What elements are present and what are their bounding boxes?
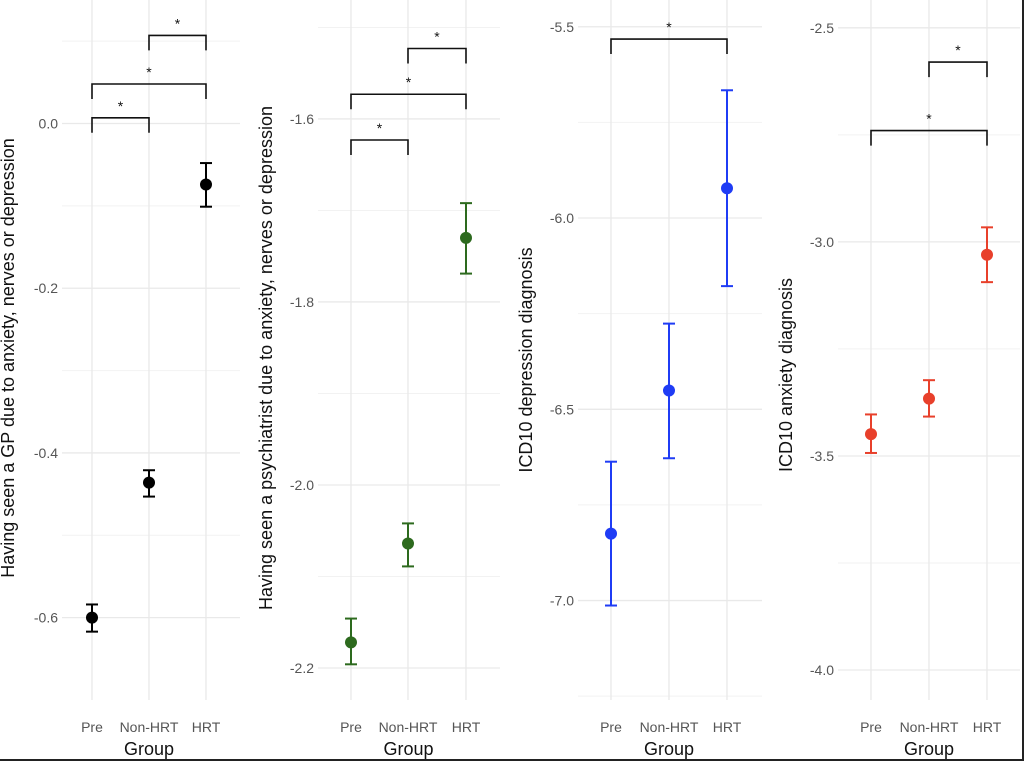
y-axis-title: ICD10 anxiety diagnosis [776, 278, 796, 472]
y-tick-label: -2.5 [810, 20, 834, 36]
y-tick-label: -6.0 [550, 210, 574, 226]
y-axis-title: Having seen a GP due to anxiety, nerves … [0, 138, 18, 578]
x-tick-label: HRT [452, 719, 481, 735]
significance-star: * [377, 120, 383, 136]
frame-bottom-border [0, 759, 1024, 761]
significance-bracket [610, 38, 728, 55]
significance-star: * [406, 74, 412, 90]
significance-bracket [350, 139, 409, 155]
x-tick-label: HRT [973, 719, 1002, 735]
y-tick-label: -4.0 [810, 662, 834, 678]
data-point-non-hrt [663, 384, 675, 397]
y-tick-label: -1.6 [290, 111, 314, 127]
y-tick-label: -2.0 [290, 477, 314, 493]
data-point-hrt [981, 248, 993, 261]
y-tick-label: -0.2 [34, 280, 58, 296]
y-tick-label: -6.5 [550, 401, 574, 417]
significance-star: * [955, 42, 961, 58]
data-point-hrt [200, 178, 212, 191]
y-tick-label: 0.0 [39, 116, 59, 132]
y-tick-label: -3.5 [810, 448, 834, 464]
panel-2: -1.6 -1.8 -2.0 -2.2 Pre Non-HRT HRT Group Having… [256, 0, 500, 759]
data-point-pre [865, 428, 877, 441]
y-axis-title: Having seen a psychiatrist due to anxiet… [256, 106, 276, 610]
data-point-pre [605, 527, 617, 540]
y-tick-label: -0.4 [34, 445, 58, 461]
significance-bracket [928, 61, 988, 78]
y-tick-label: -0.6 [34, 610, 58, 626]
panel-3: -5.5 -6.0 -6.5 -7.0 Pre Non-HRT HRT Group ICD10 … [516, 0, 762, 759]
panel-4: -2.5 -3.0 -3.5 -4.0 Pre Non-HRT HRT Group ICD10 … [776, 0, 1020, 759]
significance-star: * [118, 98, 124, 114]
x-tick-label: HRT [192, 719, 221, 735]
data-point-non-hrt [143, 476, 155, 489]
x-tick-label: Non-HRT [640, 719, 699, 735]
x-tick-label: Pre [81, 719, 103, 735]
data-point-pre [86, 611, 98, 624]
frame-right-border [1022, 0, 1024, 761]
x-axis-title: Group [644, 739, 694, 759]
x-axis-title: Group [904, 739, 954, 759]
significance-star: * [666, 19, 672, 35]
x-tick-label: Non-HRT [900, 719, 959, 735]
y-tick-label: -1.8 [290, 294, 314, 310]
significance-star: * [175, 15, 181, 31]
data-point-hrt [460, 231, 472, 244]
data-point-non-hrt [402, 537, 414, 550]
x-tick-label: HRT [713, 719, 742, 735]
y-tick-label: -7.0 [550, 593, 574, 609]
x-tick-label: Non-HRT [120, 719, 179, 735]
x-tick-label: Non-HRT [379, 719, 438, 735]
data-point-hrt [721, 182, 733, 195]
data-point-non-hrt [923, 392, 935, 405]
significance-bracket [350, 93, 467, 110]
x-tick-label: Pre [860, 719, 882, 735]
y-tick-label: -3.0 [810, 234, 834, 250]
x-axis-title: Group [124, 739, 174, 759]
significance-star: * [434, 28, 440, 44]
significance-bracket [91, 83, 207, 99]
y-tick-label: -2.2 [290, 660, 314, 676]
significance-bracket [91, 116, 150, 133]
significance-bracket [870, 129, 988, 146]
x-tick-label: Pre [600, 719, 622, 735]
significance-star: * [146, 64, 152, 80]
significance-bracket [407, 47, 467, 64]
data-point-pre [345, 636, 357, 649]
x-axis-title: Group [383, 739, 433, 759]
panel-1: 0.0 -0.2 -0.4 -0.6 Pre Non-HRT HRT Group Having … [0, 0, 240, 759]
y-tick-label: -5.5 [550, 19, 574, 35]
x-tick-label: Pre [340, 719, 362, 735]
significance-bracket [148, 34, 207, 51]
y-axis-title: ICD10 depression diagnosis [516, 247, 536, 472]
significance-star: * [926, 111, 932, 127]
